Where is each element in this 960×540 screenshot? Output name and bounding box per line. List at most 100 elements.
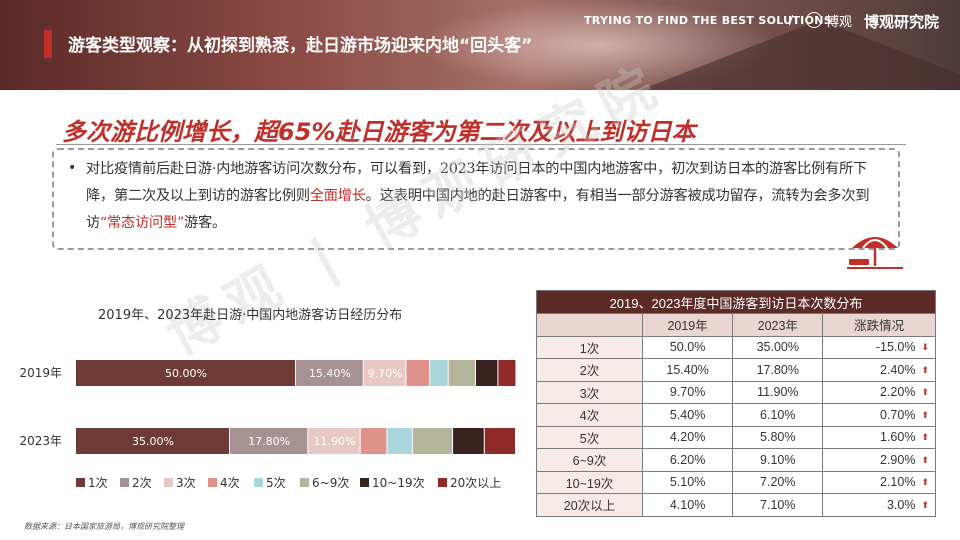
table-cell-change: 2.40% ⬆ (822, 358, 936, 382)
section-title: 游客类型观察：从初探到熟悉，赴日游市场迎来内地“回头客” (68, 36, 533, 56)
arrow-up-icon: ⬆ (921, 409, 929, 420)
legend-label: 10~19次 (372, 476, 425, 490)
table-header-change: 涨跌情况 (822, 313, 936, 337)
legend-swatch (254, 478, 263, 487)
table-cell-change: 0.70% ⬆ (822, 403, 936, 427)
summary-text: 对比疫情前后赴日游·内地游客访问次数分布，可以看到，2023年访问日本的中国内地… (86, 156, 886, 237)
table-row: 20次以上 4.10% 7.10% 3.0% ⬆ (536, 493, 936, 517)
legend-swatch (164, 478, 173, 487)
bar-segment (296, 360, 363, 386)
table-cell-change: 3.0% ⬆ (822, 493, 936, 517)
bar-segment (413, 428, 453, 454)
beach-umbrella-icon (847, 237, 903, 269)
table-cell-category: 1次 (536, 335, 643, 359)
category-label: 2023年 (19, 434, 62, 448)
brand-logo-mark: 博观 (826, 15, 853, 30)
brand-name: 博观研究院 (864, 13, 940, 31)
table-cell-change: -15.0% ⬇ (822, 335, 936, 359)
slogan-divider: / (789, 13, 794, 27)
data-label: 15.40% (309, 367, 351, 380)
table-row: 6~9次 6.20% 9.10% 2.90% ⬆ (536, 448, 936, 472)
table-header-2019: 2019年 (641, 313, 734, 337)
change-value: 2.40% (880, 362, 916, 377)
stacked-bar-chart: 2019年 50.00% 15.40% 9.70% 2023年 35.00% 17.80% 1… (19, 360, 516, 490)
data-label: 50.00% (165, 367, 207, 380)
bar-segment (430, 360, 448, 386)
change-value: 2.20% (880, 385, 916, 400)
table-cell-change: 1.60% ⬆ (822, 425, 936, 449)
arrow-up-icon: ⬆ (921, 387, 929, 398)
bar-segment (387, 428, 413, 454)
table-header-row: 2019年 2023年 涨跌情况 (536, 313, 936, 337)
legend-swatch (208, 478, 217, 487)
legend-swatch (360, 478, 369, 487)
legend-label: 6~9次 (312, 476, 349, 490)
slogan: TRYING TO FIND THE BEST SOLUTIONS (584, 14, 832, 27)
summary-box (52, 148, 900, 250)
table-row: 1次 50.0% 35.00% -15.0% ⬇ (536, 335, 936, 359)
table-cell-2019: 4.10% (641, 493, 734, 517)
table-cell-2023: 9.10% (732, 448, 824, 472)
table-cell-change: 2.20% ⬆ (822, 380, 936, 404)
visit-count-table: 2019、2023年度中国游客到访日本次数分布 2019年 2023年 涨跌情况… (536, 290, 936, 517)
change-value: 2.90% (880, 452, 916, 467)
arrow-up-icon: ⬆ (921, 364, 929, 375)
legend-label: 20次以上 (450, 476, 501, 490)
table-cell-2023: 17.80% (732, 358, 824, 382)
table-cell-change: 2.90% ⬆ (822, 448, 936, 472)
bar-segment (360, 428, 387, 454)
legend-swatch (300, 478, 309, 487)
bar-segment (448, 360, 475, 386)
summary-highlight-2: “常态访问型” (100, 215, 185, 231)
change-value: 2.10% (880, 475, 916, 490)
table-cell-2019: 5.10% (641, 470, 734, 494)
table-row: 10~19次 5.10% 7.20% 2.10% ⬆ (536, 470, 936, 494)
legend-swatch (438, 478, 447, 487)
legend-label: 5次 (266, 476, 286, 490)
legend-label: 4次 (220, 476, 240, 490)
bar-segment (76, 360, 295, 386)
bar-segment (484, 428, 515, 454)
table-cell-2023: 5.80% (732, 425, 824, 449)
table-cell-2023: 6.10% (732, 403, 824, 427)
table-cell-2019: 6.20% (641, 448, 734, 472)
arrow-down-icon: ⬇ (921, 342, 929, 353)
change-value: 0.70% (880, 407, 916, 422)
table-row: 4次 5.40% 6.10% 0.70% ⬆ (536, 403, 936, 427)
legend-label: 3次 (176, 476, 196, 490)
data-label: 17.80% (248, 435, 290, 448)
data-label: 35.00% (132, 435, 174, 448)
table-row: 3次 9.70% 11.90% 2.20% ⬆ (536, 380, 936, 404)
arrow-up-icon: ⬆ (921, 432, 929, 443)
summary-bullet: • (68, 160, 77, 176)
table-cell-2019: 15.40% (641, 358, 734, 382)
table-cell-category: 20次以上 (536, 493, 643, 517)
table-cell-category: 5次 (536, 425, 643, 449)
legend-swatch (76, 478, 85, 487)
bar-segment (308, 428, 360, 454)
bar-segment (453, 428, 484, 454)
section-marker (44, 30, 52, 58)
table-cell-2023: 7.10% (732, 493, 824, 517)
bar-segment (230, 428, 308, 454)
arrow-up-icon: ⬆ (921, 454, 929, 465)
page-headline: 多次游比例增长，超65%赴日游客为第二次及以上到访日本 (62, 118, 696, 146)
change-value: 3.0% (886, 497, 916, 512)
table-row: 2次 15.40% 17.80% 2.40% ⬆ (536, 358, 936, 382)
table-caption: 2019、2023年度中国游客到访日本次数分布 (536, 290, 936, 314)
arrow-up-icon: ⬆ (921, 477, 929, 488)
header-banner: 游客类型观察：从初探到熟悉，赴日游市场迎来内地“回头客” TRYING TO F… (0, 0, 960, 90)
legend-label: 1次 (88, 476, 108, 490)
chart-title: 2019年、2023年赴日游·中国内地游客访日经历分布 (98, 308, 403, 323)
table-cell-2019: 5.40% (641, 403, 734, 427)
banner-mountain (640, 20, 960, 90)
brand-logo-icon (806, 12, 822, 28)
headline-rule (56, 144, 906, 145)
arrow-up-icon: ⬆ (921, 499, 929, 510)
category-label: 2019年 (19, 366, 62, 380)
summary-highlight-1: 全面增长 (309, 188, 366, 204)
summary-part-3: 游客。 (184, 215, 227, 231)
table-cell-2023: 11.90% (732, 380, 824, 404)
table-cell-category: 4次 (536, 403, 643, 427)
bar-segment (475, 360, 498, 386)
